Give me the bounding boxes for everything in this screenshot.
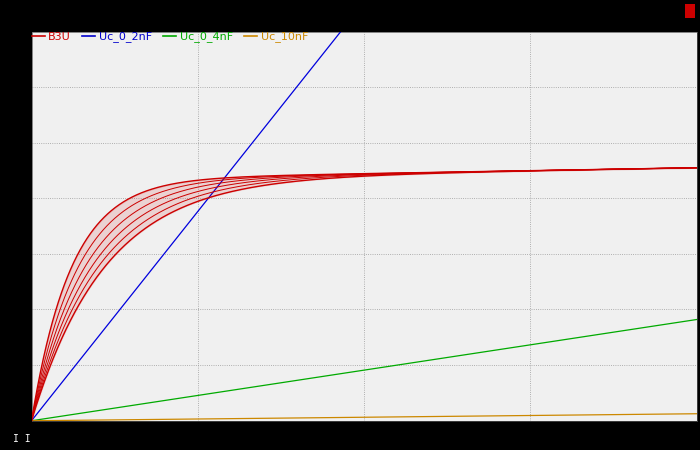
Legend: B3U, Uc_0_2nF, Uc_0_4nF, Uc_10nF: B3U, Uc_0_2nF, Uc_0_4nF, Uc_10nF: [32, 32, 308, 42]
Text: I I: I I: [13, 434, 30, 444]
